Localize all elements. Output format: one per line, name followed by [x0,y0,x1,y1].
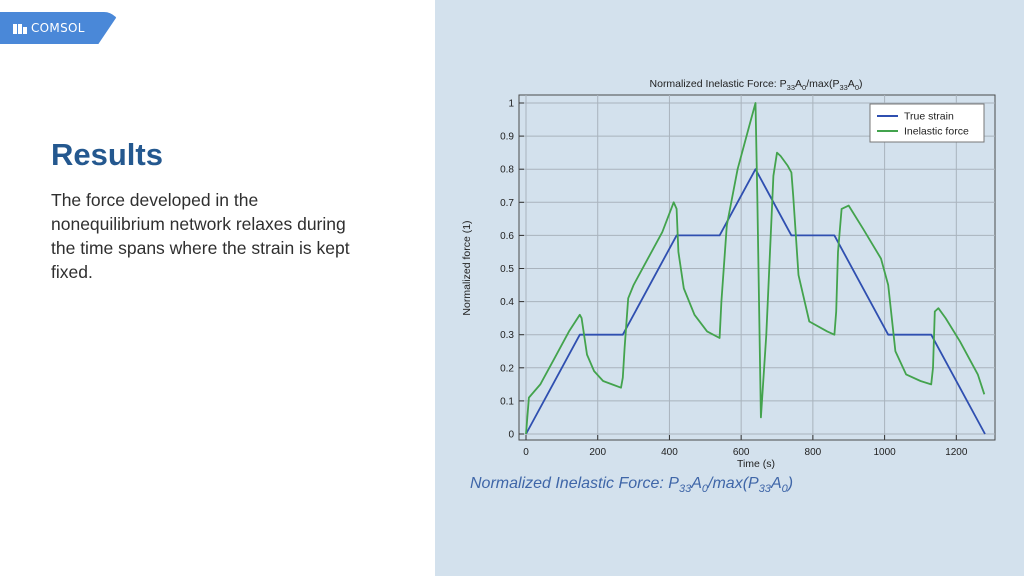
legend-box [869,103,985,143]
y-tick-label: 0 [508,430,514,441]
slide-body-text: The force developed in the nonequilibriu… [51,190,350,282]
figure-caption: Normalized Inelastic Force: P33A0/max(P3… [470,475,794,496]
y-tick-label: 0.3 [500,330,514,341]
x-axis-label: Time (s) [737,458,775,470]
y-tick-label: 0.6 [500,231,514,242]
comsol-logo-icon [13,24,27,34]
y-tick-label: 0.1 [500,396,514,407]
y-tick-label: 0.2 [500,363,514,374]
y-axis-label: Normalized force (1) [461,220,473,315]
x-tick-label: 600 [733,447,750,458]
y-tick-label: 0.5 [500,264,514,275]
x-tick-label: 200 [589,447,606,458]
series-line-true-strain [525,168,986,435]
y-tick-label: 0.9 [500,132,514,143]
y-tick-label: 0.7 [500,198,514,209]
y-tick-label: 0.8 [500,165,514,176]
y-tick-label: 1 [508,99,514,110]
x-tick-label: 1000 [873,447,896,458]
y-tick-label: 0.4 [500,297,514,308]
comsol-logo-text: COMSOL [31,21,85,35]
x-tick-label: 400 [661,447,678,458]
x-tick-label: 0 [523,447,529,458]
chart-title: Normalized Inelastic Force: P33A0/max(P3… [650,78,863,92]
slide-title: Results [51,137,163,172]
series-line-inelastic-force [525,102,986,435]
x-tick-label: 1200 [945,447,968,458]
x-tick-label: 800 [805,447,822,458]
legend-label: True strain [904,111,954,123]
legend-label: Inelastic force [904,126,969,138]
